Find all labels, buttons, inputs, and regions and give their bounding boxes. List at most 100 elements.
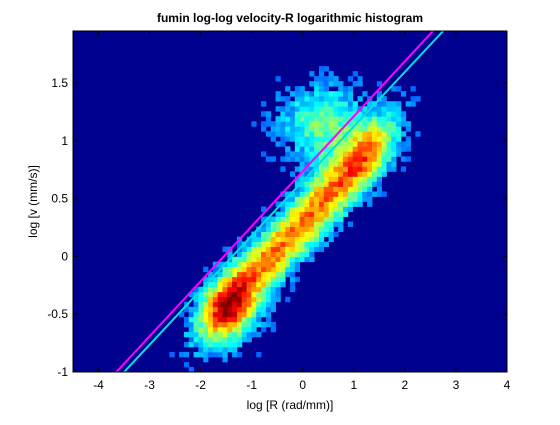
heatmap-cell [198,316,204,323]
heatmap-cell [246,261,252,268]
heatmap-cell [362,166,368,172]
heatmap-cell [251,261,257,268]
heatmap-cell [280,216,286,222]
heatmap-cell [391,101,397,107]
heatmap-cell [352,106,358,112]
heatmap-cell [314,86,320,92]
heatmap-cell [246,311,252,318]
heatmap-cell [285,296,291,303]
heatmap-cell [280,116,286,122]
heatmap-cell [304,186,310,192]
heatmap-cell [333,176,339,182]
heatmap-cell [251,276,257,283]
heatmap-cell [265,311,272,318]
heatmap-cell [376,186,383,192]
heatmap-cell [241,301,247,308]
heatmap-cell [256,306,262,313]
heatmap-cell [314,211,320,217]
heatmap-cell [328,196,334,202]
heatmap-cell [338,186,344,192]
heatmap-cell [294,186,301,192]
heatmap-cell [212,296,219,303]
heatmap-cell [236,296,243,303]
heatmap-cell [309,236,315,243]
heatmap-cell [232,291,238,298]
heatmap-cell [285,236,291,243]
heatmap-cell [261,271,267,278]
heatmap-cell [208,326,214,333]
heatmap-cell [294,126,301,132]
heatmap-cell [323,81,329,87]
heatmap-cell [294,181,301,187]
heatmap-cell [280,271,286,278]
heatmap-cell [265,276,272,283]
heatmap-cell [299,211,305,217]
heatmap-cell [299,231,305,237]
heatmap-cell [299,166,305,172]
heatmap-cell [318,116,325,122]
heatmap-cell [352,176,358,182]
heatmap-cell [183,341,190,348]
heatmap-cell [304,211,310,217]
heatmap-cell [246,246,252,253]
heatmap-cell [256,231,262,237]
heatmap-cell [188,366,194,372]
heatmap-cell [357,186,363,192]
heatmap-cell [290,121,296,127]
heatmap-cell [256,296,262,303]
heatmap-cell [261,111,267,117]
heatmap-cell [208,286,214,293]
heatmap-cell [362,191,368,197]
heatmap-cell [198,351,204,358]
heatmap-cell [294,96,301,102]
heatmap-cell [309,71,315,77]
heatmap-cell [198,321,204,328]
heatmap-cell [236,251,243,258]
heatmap-cell [381,156,387,162]
heatmap-cell [246,306,252,313]
heatmap-cell [304,171,310,177]
x-tick-label: -2 [195,378,206,392]
heatmap-cell [309,226,315,232]
heatmap-cell [328,141,334,147]
heatmap-cell [227,291,233,298]
heatmap-cell [256,261,262,268]
heatmap-cell [328,106,334,112]
heatmap-cell [323,241,329,248]
heatmap-cell [309,176,315,182]
heatmap-cell [309,206,315,212]
heatmap-cell [280,166,286,172]
heatmap-cell [323,201,329,207]
heatmap-cell [343,86,349,92]
heatmap-cell [338,221,344,227]
heatmap-cell [314,201,320,207]
heatmap-cell [381,161,387,167]
heatmap-cell [285,251,291,258]
heatmap-cell [193,301,199,308]
heatmap-cell [314,231,320,237]
heatmap-cell [343,101,349,107]
heatmap-cell [290,201,296,207]
heatmap-cell [212,316,219,323]
heatmap-cell [323,91,329,97]
heatmap-cell [371,146,378,152]
heatmap-cell [352,166,358,172]
heatmap-cell [217,316,223,323]
heatmap-cell [183,316,190,323]
heatmap-cell [314,141,320,147]
y-tick-label: 1 [61,134,68,148]
heatmap-cell [217,326,223,333]
heatmap-cell [362,146,368,152]
heatmap-cell [222,296,228,303]
heatmap-cell [343,191,349,197]
heatmap-cell [367,121,373,127]
heatmap-cell [208,306,214,313]
heatmap-cell [246,281,252,288]
heatmap-cell [299,161,305,167]
heatmap-cell [241,246,247,253]
heatmap-cell [232,311,238,318]
heatmap-cell [280,246,286,253]
heatmap-cell [386,131,392,137]
heatmap-cell [290,251,296,258]
heatmap-cell [251,121,257,127]
